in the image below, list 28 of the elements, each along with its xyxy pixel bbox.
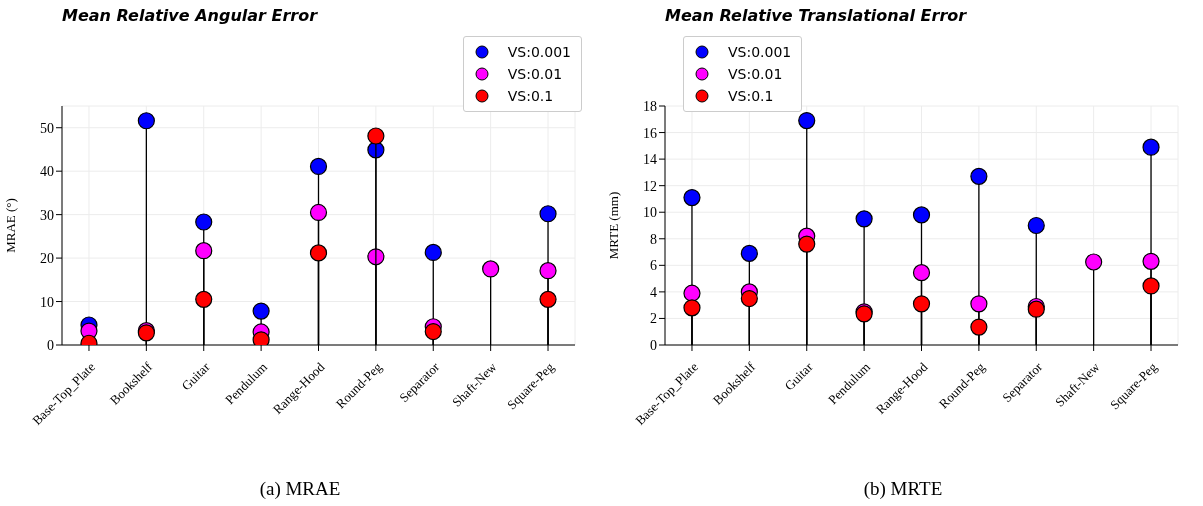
- y-tick-label: 16: [643, 125, 657, 141]
- y-tick-label: 20: [40, 251, 54, 267]
- y-tick-label: 2: [650, 311, 657, 327]
- legend-label: VS:0.001: [507, 44, 571, 60]
- text: (b) MRTE: [862, 478, 944, 500]
- legend-label: VS:0.001: [728, 44, 792, 60]
- y-tick-label: 50: [40, 120, 54, 136]
- y-tick-label: 4: [650, 284, 657, 300]
- y-tick-label: 30: [40, 207, 54, 223]
- legend-label: VS:0.1: [507, 88, 554, 104]
- y-tick-label: 10: [643, 205, 657, 221]
- chart-title: Mean Relative Translational Error: [665, 6, 967, 25]
- y-tick-label: 0: [650, 337, 657, 353]
- y-tick-label: 6: [650, 258, 657, 274]
- chart-title: Mean Relative Angular Error: [62, 6, 318, 25]
- y-axis-title: MRAE (°): [2, 198, 18, 253]
- legend-label: VS:0.01: [728, 66, 783, 82]
- y-tick-label: 40: [40, 164, 54, 180]
- y-tick-label: 18: [643, 98, 657, 114]
- y-tick-label: 10: [40, 294, 54, 310]
- text: (a) MRAE: [258, 478, 342, 500]
- legend-label: VS:0.01: [507, 66, 563, 82]
- y-tick-label: 12: [643, 178, 657, 194]
- y-tick-label: 0: [47, 337, 54, 353]
- legend-label: VS:0.1: [728, 88, 774, 104]
- y-tick-label: 14: [643, 152, 657, 168]
- y-tick-label: 8: [650, 231, 657, 247]
- y-axis-title: MRTE (mm): [605, 191, 621, 260]
